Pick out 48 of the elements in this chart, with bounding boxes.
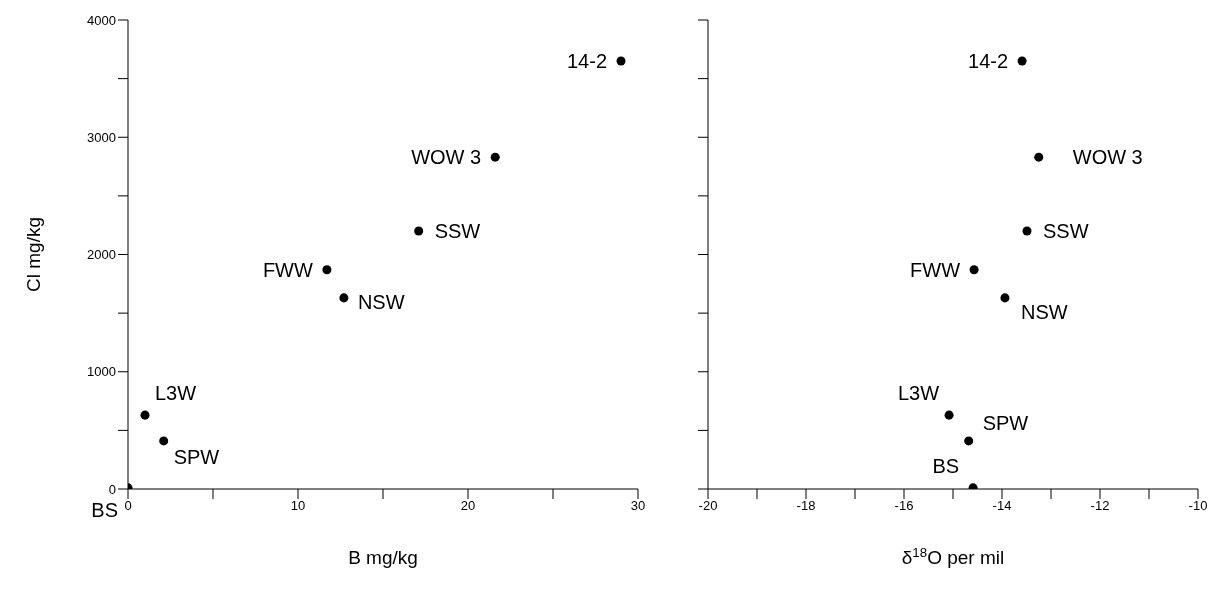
point bbox=[159, 436, 169, 446]
point bbox=[1017, 56, 1027, 66]
annotation: NSW bbox=[1020, 300, 1068, 323]
point bbox=[339, 293, 349, 303]
point bbox=[140, 410, 150, 420]
point bbox=[414, 226, 424, 236]
point bbox=[1022, 226, 1032, 236]
point bbox=[322, 265, 332, 275]
annotation: FWW bbox=[262, 258, 314, 281]
point bbox=[964, 436, 974, 446]
x-tick-label: 10 bbox=[290, 498, 306, 514]
x-tick-label: 0 bbox=[124, 498, 132, 514]
annotation: 14-2 bbox=[968, 50, 1009, 73]
x-axis-title: B mg/kg bbox=[348, 547, 418, 568]
point bbox=[616, 56, 626, 66]
x-tick-label: -12 bbox=[1090, 498, 1110, 514]
point bbox=[1000, 293, 1010, 303]
x-tick-label: 20 bbox=[460, 498, 476, 514]
annotation: 14-2 bbox=[566, 50, 607, 73]
x-tick-label: -20 bbox=[698, 498, 718, 514]
x-tick-label: -14 bbox=[992, 498, 1012, 514]
x-tick-label: -18 bbox=[796, 498, 816, 514]
annotation: FWW bbox=[910, 258, 961, 281]
y-tick-label: 4000 bbox=[87, 12, 116, 28]
annotation: WOW 3 bbox=[1072, 146, 1143, 169]
y-tick-label: 0 bbox=[108, 481, 116, 497]
point bbox=[1034, 152, 1044, 162]
x-tick-label: 30 bbox=[630, 498, 646, 514]
point bbox=[490, 152, 500, 162]
annotation: SSW bbox=[1042, 220, 1089, 243]
annotation: BS bbox=[91, 498, 118, 521]
x-tick-label: -10 bbox=[1188, 498, 1208, 514]
annotation: BS bbox=[932, 454, 960, 477]
x-axis-title: δ$^{18}$O per mil bbox=[901, 544, 1005, 568]
y-axis-title: Cl mg/kg bbox=[23, 217, 44, 292]
annotation: SSW bbox=[434, 220, 481, 243]
y-tick-label: 2000 bbox=[87, 247, 116, 263]
annotation: NSW bbox=[357, 290, 405, 313]
y-tick-label: 3000 bbox=[87, 129, 116, 145]
annotation: SPW bbox=[173, 445, 220, 468]
annotation: SPW bbox=[982, 411, 1029, 434]
annotation: L3W bbox=[897, 382, 940, 405]
annotation: WOW 3 bbox=[411, 146, 482, 169]
y-tick-label: 1000 bbox=[87, 364, 116, 380]
x-tick-label: -16 bbox=[894, 498, 914, 514]
point bbox=[969, 265, 979, 275]
point bbox=[944, 410, 954, 420]
annotation: L3W bbox=[155, 382, 197, 405]
